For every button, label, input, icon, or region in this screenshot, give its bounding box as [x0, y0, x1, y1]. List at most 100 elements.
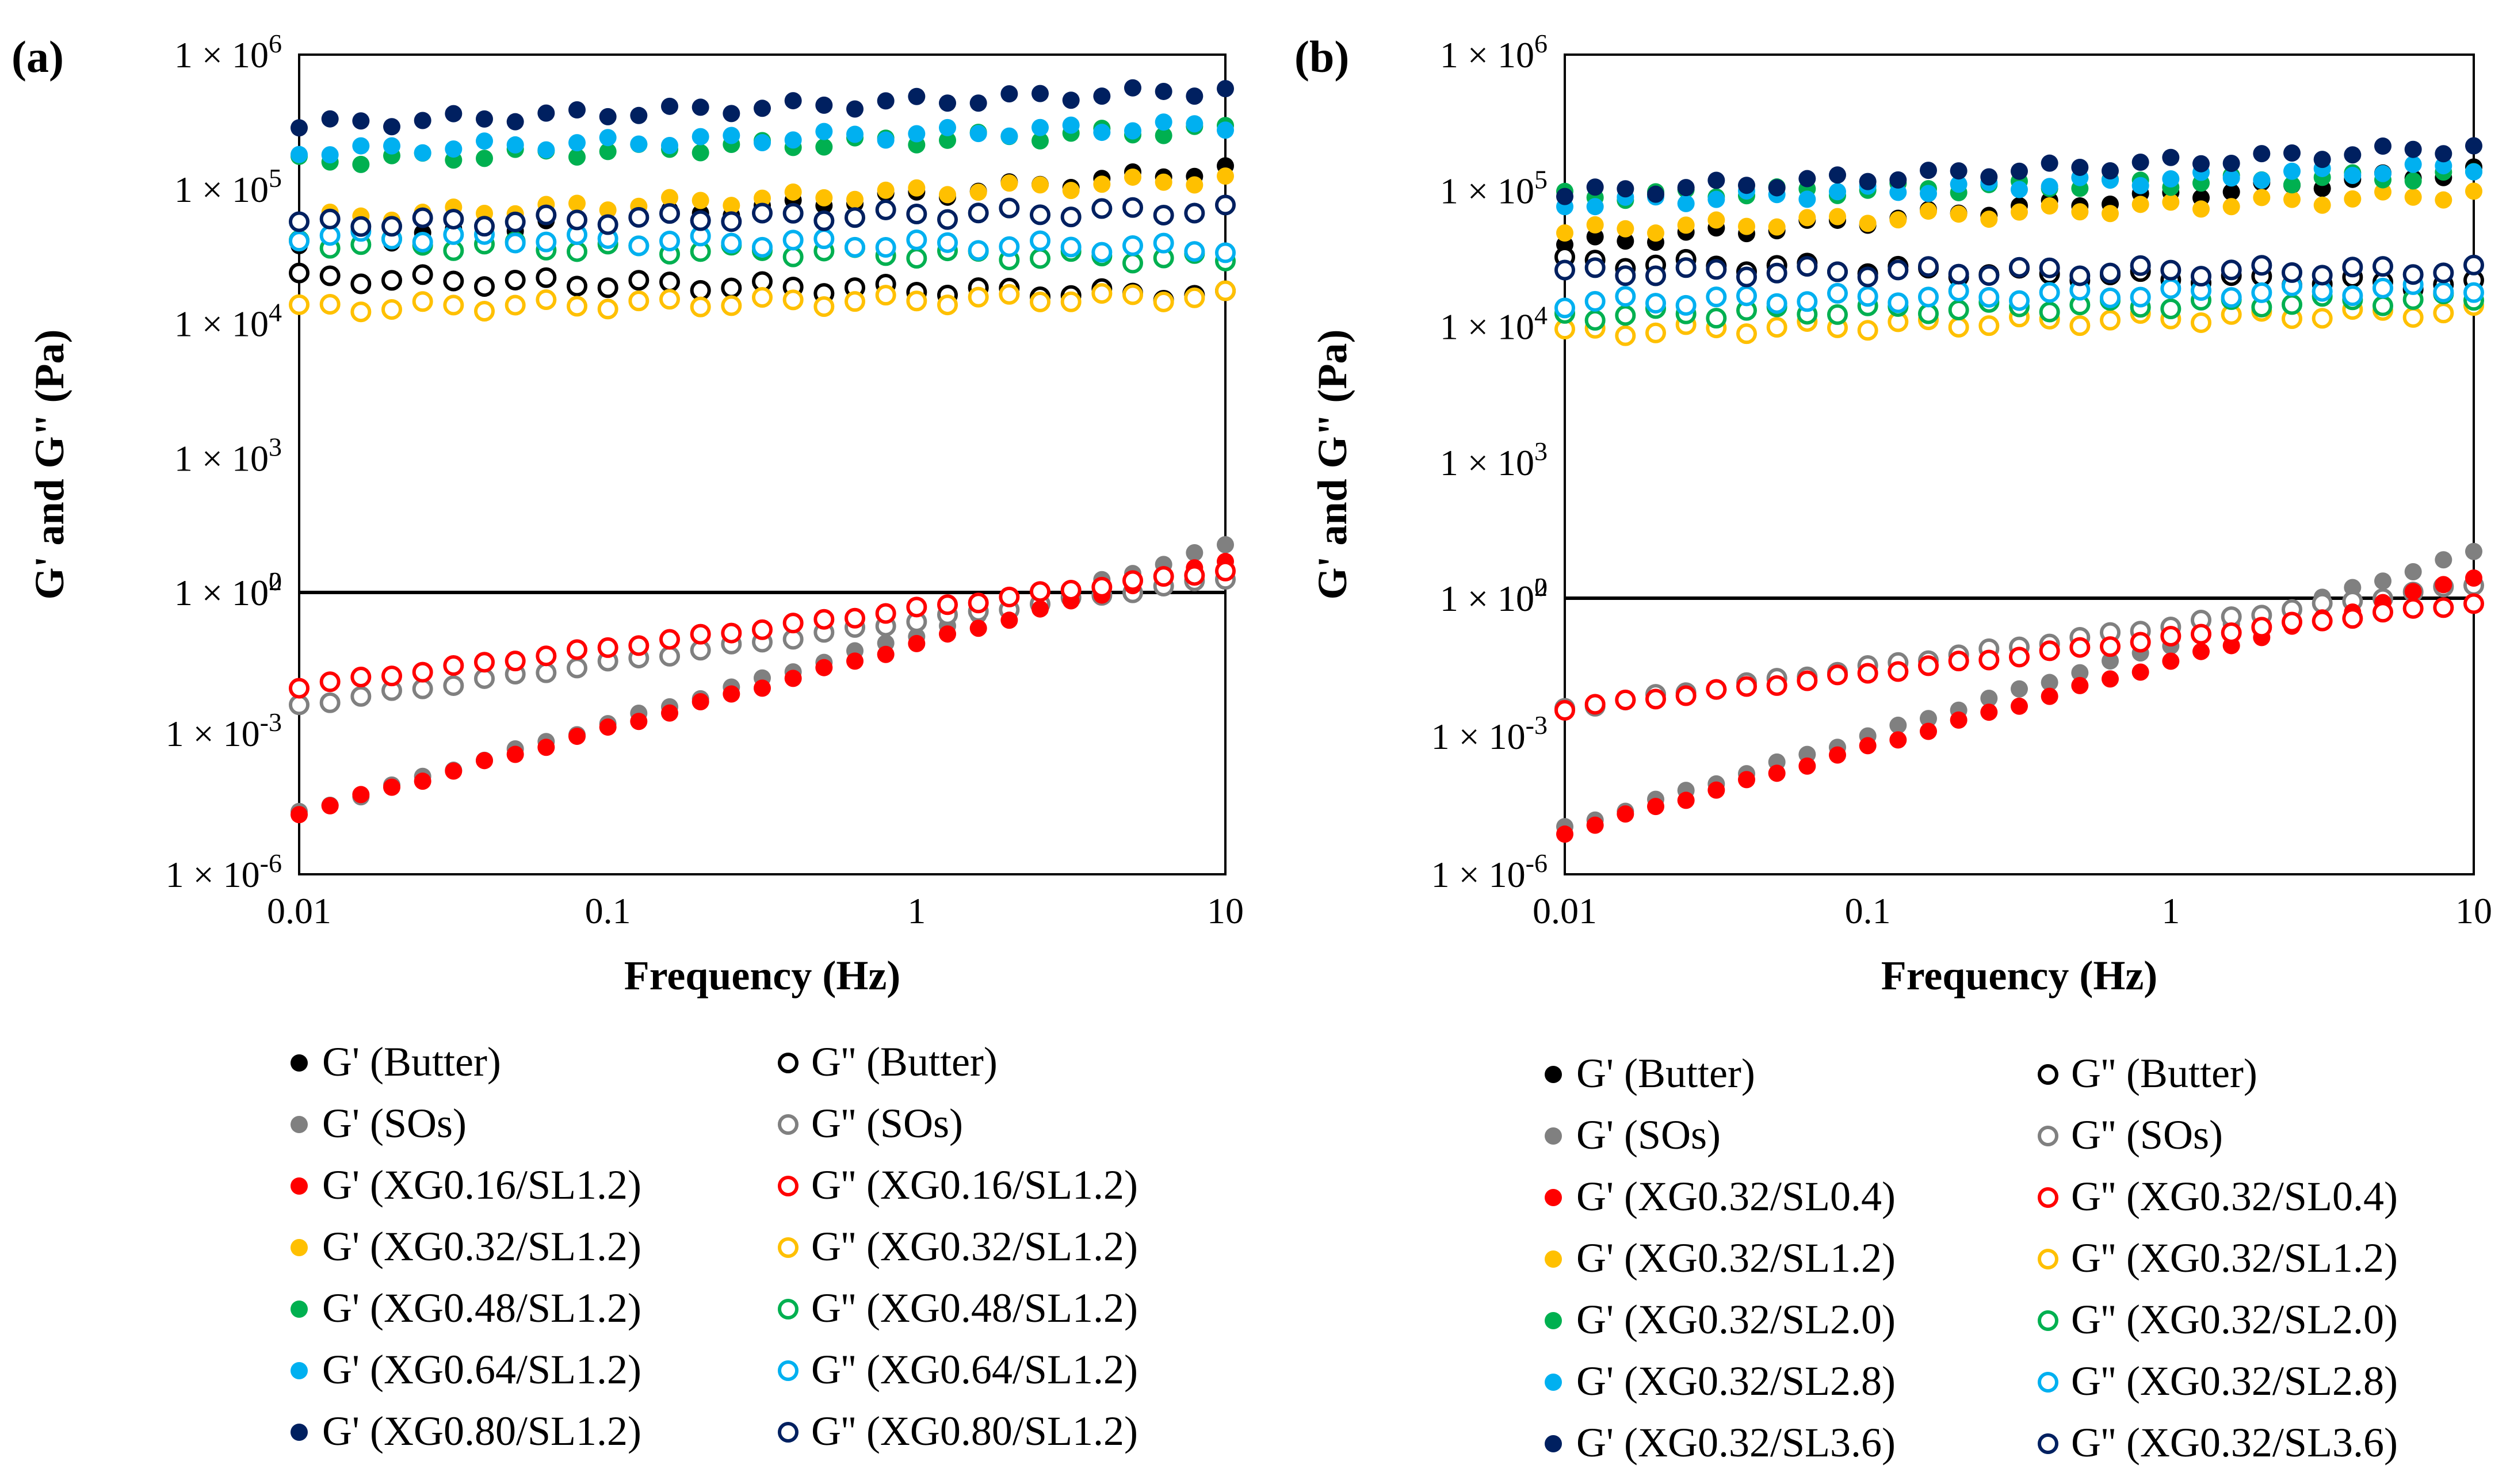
- data-point: [2465, 542, 2482, 560]
- data-point: [536, 231, 557, 253]
- data-point: [352, 155, 370, 173]
- data-point: [1184, 565, 1205, 586]
- series-4: [1556, 569, 2482, 843]
- data-point: [1797, 291, 1818, 312]
- data-point: [2433, 303, 2454, 324]
- data-point: [319, 293, 341, 315]
- y-tick-label: 1 × 10-6: [1431, 848, 1548, 895]
- x-tick-label: 10: [1207, 890, 1244, 931]
- data-point: [1859, 215, 1877, 232]
- data-point: [1798, 170, 1816, 188]
- y-tick-exponent: 0: [1534, 572, 1548, 602]
- data-point: [2463, 593, 2484, 614]
- data-point: [1768, 179, 1786, 197]
- data-point: [1978, 315, 2000, 336]
- data-point: [1000, 85, 1018, 103]
- x-tick-label: 0.01: [267, 890, 331, 931]
- data-point: [2465, 182, 2482, 200]
- y-tick-label: 1 × 105: [174, 163, 282, 210]
- series-2: [291, 536, 1234, 820]
- y-tick-base: 1 × 10: [166, 713, 260, 754]
- plot-frame: [1564, 53, 2475, 875]
- data-point: [813, 296, 835, 318]
- data-point: [999, 236, 1020, 257]
- data-point: [350, 301, 372, 323]
- data-point: [1736, 676, 1757, 697]
- data-point: [1888, 292, 1909, 313]
- data-point: [445, 140, 463, 158]
- data-point: [1091, 242, 1113, 263]
- data-point: [815, 189, 833, 206]
- series-5: [1554, 593, 2484, 721]
- data-point: [690, 280, 711, 301]
- data-point: [2374, 165, 2391, 182]
- data-point: [1766, 262, 1787, 284]
- data-point: [476, 132, 493, 150]
- y-tick-exponent: 6: [1534, 29, 1548, 58]
- y-tick-exponent: 6: [269, 29, 282, 58]
- data-point: [969, 125, 987, 143]
- data-point: [1707, 781, 1725, 799]
- data-point: [690, 210, 711, 231]
- data-point: [939, 131, 956, 149]
- data-point: [412, 661, 433, 683]
- y-tick-base: 1 × 10: [174, 438, 269, 479]
- data-point: [289, 678, 310, 699]
- panel-label: (a): [12, 32, 64, 82]
- data-point: [1918, 655, 1939, 676]
- data-point: [723, 105, 740, 123]
- data-point: [1091, 576, 1113, 598]
- data-point: [350, 686, 372, 707]
- data-point: [2011, 697, 2028, 715]
- data-point: [2435, 157, 2452, 175]
- data-point: [906, 203, 927, 224]
- data-point: [2130, 286, 2151, 308]
- data-point: [2435, 576, 2452, 594]
- data-point: [1060, 236, 1082, 258]
- data-point: [1000, 127, 1018, 145]
- data-point: [2191, 312, 2211, 333]
- data-point: [1768, 764, 1786, 782]
- legend-label: G'' (XG0.32/SL1.2): [811, 1223, 1138, 1269]
- data-point: [2433, 281, 2454, 303]
- data-point: [1031, 176, 1049, 194]
- data-point: [319, 265, 341, 286]
- data-point: [1706, 286, 1727, 308]
- y-tick-label: 1 × 104: [174, 298, 282, 345]
- data-point: [412, 231, 433, 253]
- data-point: [1615, 689, 1636, 710]
- data-point: [1889, 731, 1907, 749]
- plot-frame: [298, 53, 1227, 875]
- data-point: [1797, 670, 1818, 691]
- data-point: [2312, 592, 2333, 614]
- data-point: [1554, 259, 1575, 281]
- data-point: [1000, 611, 1018, 629]
- data-point: [505, 232, 526, 254]
- data-point: [568, 148, 586, 166]
- data-point: [2162, 148, 2180, 166]
- data-point: [2100, 636, 2121, 657]
- data-point: [1215, 280, 1236, 301]
- x-tick-label: 0.01: [1533, 890, 1597, 931]
- data-point: [443, 655, 464, 676]
- legend-marker: [2038, 1372, 2058, 1393]
- data-point: [939, 186, 956, 204]
- y-tick-base: 1 × 10: [1440, 35, 1534, 75]
- legend-label: G' (XG0.16/SL1.2): [322, 1162, 641, 1208]
- legend-marker: [291, 1301, 308, 1318]
- series-11: [289, 221, 1236, 263]
- data-point: [1153, 291, 1174, 312]
- data-point: [1707, 171, 1725, 189]
- data-point: [1707, 211, 1725, 229]
- data-point: [1889, 211, 1907, 229]
- y-tick-label: 1 × 104: [1440, 301, 1548, 347]
- data-point: [2131, 196, 2149, 213]
- data-point: [845, 207, 865, 228]
- data-point: [1586, 228, 1604, 246]
- data-point: [846, 652, 864, 670]
- data-point: [784, 670, 802, 687]
- data-point: [721, 277, 742, 299]
- data-point: [2041, 154, 2058, 172]
- data-point: [1091, 198, 1113, 219]
- data-point: [659, 645, 680, 667]
